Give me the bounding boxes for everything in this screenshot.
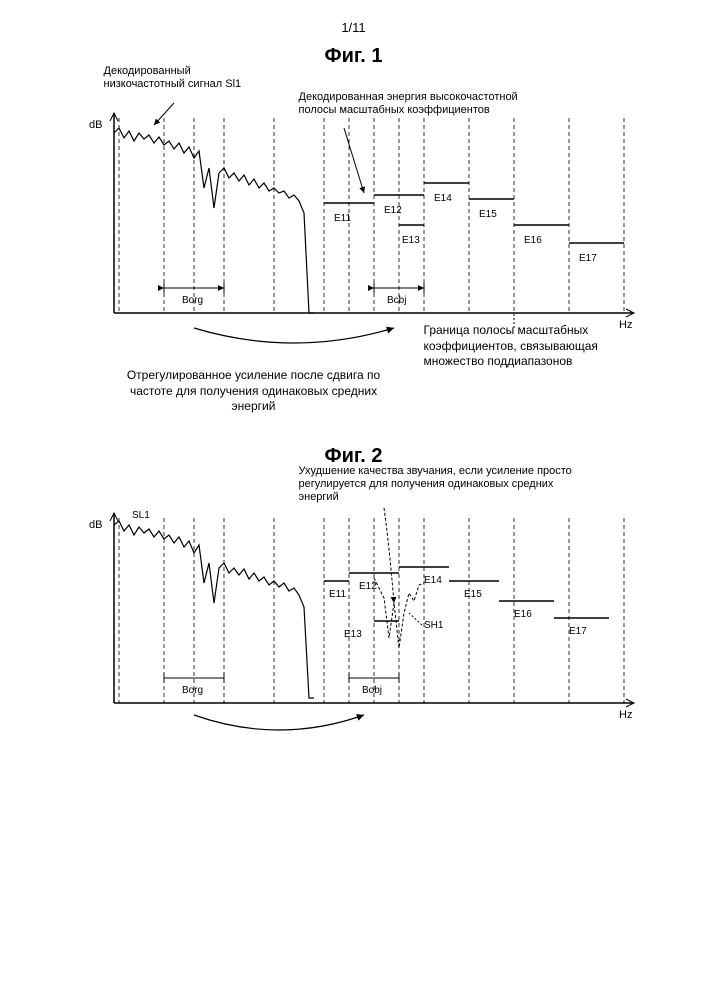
svg-text:E17: E17 [579,253,597,264]
fig2-chart: dB Hz SL1 SH1 E11 E12 E13 E14 E15 E16 E17 Borg Bobj [44,473,664,743]
svg-text:E16: E16 [514,609,532,620]
svg-text:E13: E13 [402,235,420,246]
fig1-bottom-right: Граница полосы масштабных коэффициентов,… [424,323,634,370]
fig2-container: Ухудшение качества звучания, если усилен… [44,473,664,743]
fig1-container: Декодированный низкочастотный сигнал Sl1… [44,73,664,415]
svg-text:Borg: Borg [182,685,203,696]
svg-text:dB: dB [89,119,102,131]
svg-text:E12: E12 [384,205,402,216]
svg-text:E17: E17 [569,626,587,637]
fig1-bottom-left: Отрегулированное усиление после сдвига п… [124,368,384,415]
svg-text:E14: E14 [424,575,442,586]
fig1-annot-top-left: Декодированный низкочастотный сигнал Sl1 [104,65,274,91]
svg-text:E11: E11 [329,589,346,600]
svg-text:Bobj: Bobj [362,685,382,696]
fig1-annot-top-right: Декодированная энергия высокочастотной п… [299,91,559,117]
svg-text:SH1: SH1 [424,620,444,631]
svg-text:dB: dB [89,519,102,531]
svg-text:Hz: Hz [619,709,632,721]
svg-text:E13: E13 [344,629,362,640]
svg-text:E15: E15 [479,209,497,220]
page-number: 1/11 [20,20,687,35]
svg-text:E15: E15 [464,589,482,600]
svg-text:Borg: Borg [182,295,203,306]
svg-text:Bcbj: Bcbj [387,295,406,306]
fig2-annot-top-right: Ухудшение качества звучания, если усилен… [299,465,579,505]
svg-text:SL1: SL1 [132,510,150,521]
svg-text:E11: E11 [334,213,351,224]
svg-text:E12: E12 [359,581,377,592]
svg-text:E14: E14 [434,193,452,204]
svg-text:E16: E16 [524,235,542,246]
